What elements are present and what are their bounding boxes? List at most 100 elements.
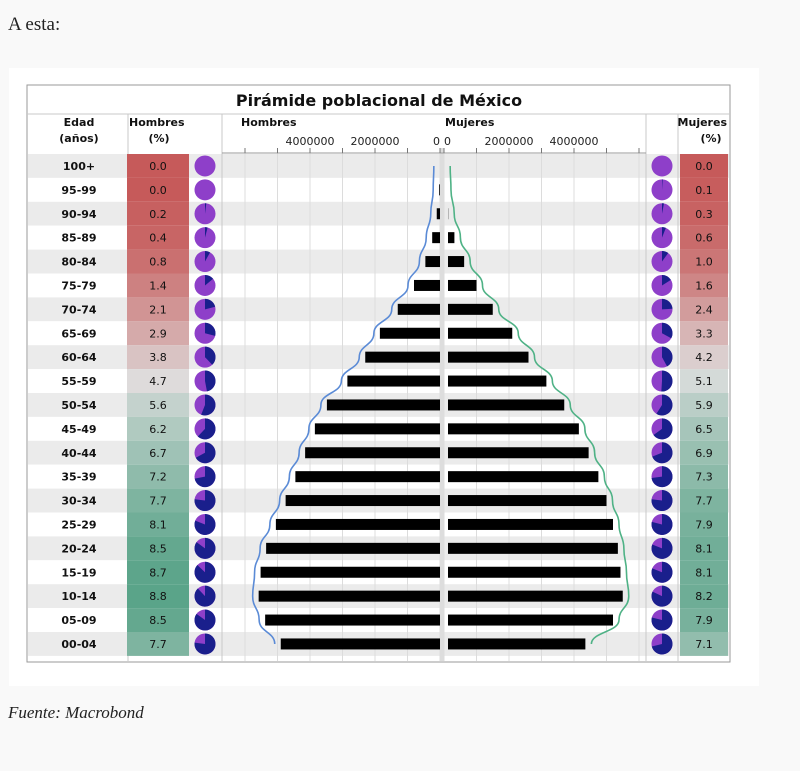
men-bar bbox=[258, 590, 440, 602]
women-pct-pie bbox=[651, 179, 673, 201]
men-pct-pie-slice bbox=[194, 513, 216, 535]
women-bar bbox=[448, 327, 513, 339]
women-pct-value: 7.1 bbox=[695, 638, 713, 651]
men-pct-value: 0.8 bbox=[149, 256, 167, 269]
men-pct-pie bbox=[194, 155, 216, 177]
women-bar bbox=[448, 495, 607, 507]
women-pct-value: 7.7 bbox=[695, 495, 713, 508]
women-pct-pie-slice bbox=[661, 370, 673, 392]
men-bar bbox=[266, 542, 440, 554]
women-bar bbox=[448, 614, 613, 626]
women-bar bbox=[448, 542, 618, 554]
women-pct-cell bbox=[680, 273, 728, 298]
women-pct-cell bbox=[680, 584, 728, 609]
men-pct-pie-slice bbox=[205, 203, 207, 214]
men-pct-cell bbox=[127, 273, 189, 298]
women-bar bbox=[448, 566, 621, 578]
women-pct-value: 8.1 bbox=[695, 542, 713, 555]
men-pct-value: 5.6 bbox=[149, 399, 167, 412]
header-men-pct-line1: Hombres bbox=[129, 116, 185, 129]
men-pct-pie-slice bbox=[205, 370, 216, 392]
men-pct-value: 8.8 bbox=[149, 590, 167, 603]
men-pct-value: 8.5 bbox=[149, 542, 167, 555]
women-bar bbox=[448, 279, 477, 291]
women-pct-cell bbox=[680, 249, 728, 274]
men-pct-pie-slice bbox=[194, 490, 216, 512]
men-pct-pie-slice bbox=[205, 251, 211, 262]
men-pct-cell bbox=[127, 297, 189, 322]
women-pct-pie-slice bbox=[651, 633, 673, 655]
men-pct-value: 6.2 bbox=[149, 423, 167, 436]
women-outline-line bbox=[449, 165, 630, 645]
age-label: 50-54 bbox=[61, 399, 97, 412]
women-pct-value: 0.3 bbox=[695, 208, 713, 221]
men-pct-pie bbox=[194, 179, 216, 201]
women-bar bbox=[448, 423, 579, 435]
women-pct-value: 6.9 bbox=[695, 447, 713, 460]
women-pct-value: 6.5 bbox=[695, 423, 713, 436]
chart-title: Pirámide poblacional de México bbox=[236, 91, 522, 110]
intro-text: A esta: bbox=[8, 14, 61, 35]
men-axis-tick-label: 0 bbox=[433, 135, 440, 148]
women-pct-cell bbox=[680, 225, 728, 250]
women-pct-pie-slice bbox=[662, 203, 664, 214]
women-pct-pie-slice bbox=[651, 585, 673, 607]
age-label: 10-14 bbox=[61, 590, 97, 603]
men-bar bbox=[295, 471, 440, 483]
women-pct-value: 0.1 bbox=[695, 184, 713, 197]
age-label: 05-09 bbox=[61, 614, 96, 627]
women-pct-pie-slice bbox=[651, 466, 673, 488]
men-pct-cell bbox=[127, 512, 189, 537]
men-pct-value: 4.7 bbox=[149, 375, 167, 388]
women-pct-pie-slice bbox=[651, 490, 673, 512]
women-pct-pie-slice bbox=[653, 418, 673, 440]
header-women-pct-line1: Mujeres bbox=[678, 116, 728, 129]
age-label: 00-04 bbox=[61, 638, 97, 651]
women-pct-pie-slice bbox=[662, 346, 673, 367]
men-bar bbox=[365, 351, 440, 363]
men-bar bbox=[265, 614, 440, 626]
men-pct-value: 7.7 bbox=[149, 495, 167, 508]
men-outline-line bbox=[251, 165, 435, 645]
men-pct-cell bbox=[127, 201, 189, 226]
men-pct-cell bbox=[127, 369, 189, 393]
age-label: 95-99 bbox=[61, 184, 96, 197]
women-pct-value: 8.1 bbox=[695, 566, 713, 579]
women-pct-cell bbox=[680, 297, 728, 322]
age-label: 25-29 bbox=[61, 518, 96, 531]
men-pct-cell bbox=[127, 488, 189, 513]
women-pct-value: 7.3 bbox=[695, 471, 713, 484]
age-label: 15-19 bbox=[61, 566, 96, 579]
men-pct-cell bbox=[127, 560, 189, 585]
women-pct-pie-slice bbox=[662, 274, 671, 286]
age-label: 60-64 bbox=[61, 351, 97, 364]
women-pct-value: 3.3 bbox=[695, 327, 713, 340]
women-pct-pie-slice bbox=[662, 179, 663, 190]
men-pct-value: 8.5 bbox=[149, 614, 167, 627]
men-bar bbox=[285, 495, 440, 507]
header-women-pct-line2: (%) bbox=[700, 132, 721, 145]
women-pct-pie-slice bbox=[651, 561, 673, 583]
men-pct-value: 0.0 bbox=[149, 160, 167, 173]
women-pct-cell bbox=[680, 512, 728, 537]
women-pct-value: 7.9 bbox=[695, 614, 713, 627]
women-pct-value: 1.6 bbox=[695, 279, 713, 292]
men-pct-cell bbox=[127, 345, 189, 370]
men-pct-pie-slice bbox=[194, 561, 216, 583]
women-pct-pie-slice bbox=[656, 394, 673, 416]
men-bar bbox=[379, 327, 440, 339]
age-label: 55-59 bbox=[61, 375, 96, 388]
men-bar bbox=[432, 232, 440, 244]
age-label: 35-39 bbox=[61, 471, 96, 484]
source-text: Fuente: Macrobond bbox=[8, 703, 144, 722]
men-pct-cell bbox=[127, 177, 189, 202]
center-divider bbox=[440, 148, 444, 661]
men-pct-pie-slice bbox=[205, 274, 214, 286]
women-pct-value: 8.2 bbox=[695, 590, 713, 603]
women-pct-cell bbox=[680, 608, 728, 632]
women-pct-pie-slice bbox=[652, 442, 673, 464]
women-axis-tick-label: 4000000 bbox=[550, 135, 599, 148]
age-label: 85-89 bbox=[61, 232, 96, 245]
men-pct-cell bbox=[127, 393, 189, 417]
women-pct-value: 0.0 bbox=[695, 160, 713, 173]
